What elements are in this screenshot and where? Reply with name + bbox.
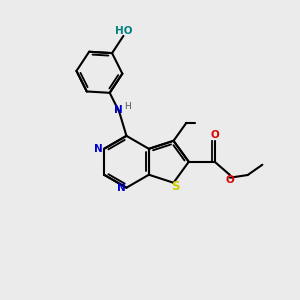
Text: O: O [226,175,234,185]
Text: O: O [210,130,219,140]
Text: H: H [124,102,131,111]
Text: N: N [117,183,125,193]
Text: N: N [114,105,123,116]
Text: N: N [94,144,103,154]
Text: HO: HO [115,26,132,36]
Text: S: S [171,180,179,193]
